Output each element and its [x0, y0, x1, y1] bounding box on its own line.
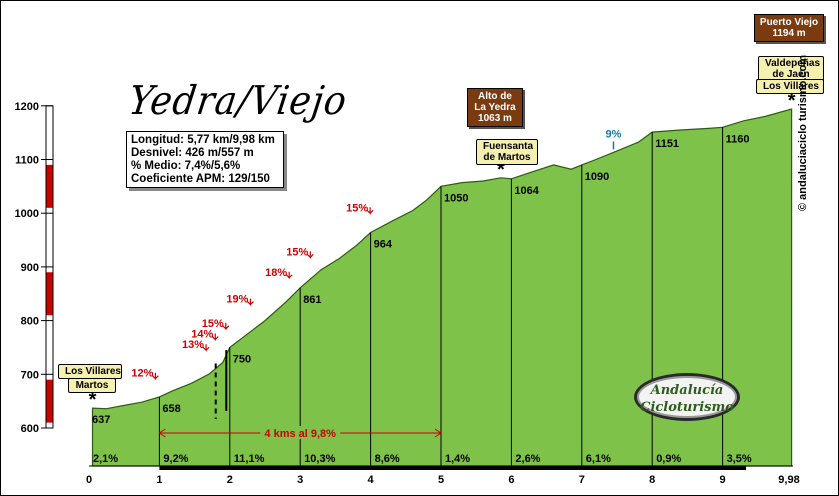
sign-fuensanta: Fuensanta de Martos — [476, 139, 538, 165]
steep-gradient-label: 15% — [346, 202, 368, 214]
info-average-gradient: % Medio: 7,4%/5,6% — [131, 160, 241, 172]
km-bracket-label-bg — [260, 426, 341, 439]
elevation-label: 1151 — [655, 138, 679, 150]
x-tick-label: 0 — [86, 474, 92, 486]
km-bracket-right-arrow — [434, 428, 442, 438]
sign-fuensanta-line2: de Martos — [483, 152, 531, 163]
steep-gradient-label: 13% — [182, 339, 204, 351]
y-tick-label: 1000 — [15, 208, 39, 220]
segment-gradient-label: 6,1% — [586, 453, 611, 465]
elevation-label: 861 — [303, 294, 321, 306]
elevation-label: 750 — [233, 353, 251, 365]
steep-gradient-label: 19% — [226, 294, 248, 306]
teal-gradient-label: 9% — [606, 128, 622, 140]
y-tick-label: 700 — [21, 369, 39, 381]
sign-martos-left: Martos — [68, 378, 116, 393]
chart-title: Yedra/Viejo — [125, 78, 350, 125]
steep-arrow — [202, 344, 210, 352]
profile-area — [91, 108, 793, 470]
logo-line1: Andalucía — [650, 383, 724, 398]
steep-arrow — [247, 298, 254, 307]
x-tick-label: 6 — [508, 474, 514, 486]
steep-arrow — [151, 372, 159, 381]
sign-valdepenas: Valdepeñas de Jaén — [758, 56, 824, 82]
summit-asterisk: * — [89, 389, 97, 411]
x-tick-label: 1 — [156, 474, 162, 486]
y-scale-red-block — [46, 272, 53, 316]
segment-gradient-label: 0,9% — [656, 453, 681, 465]
sign-alto-yedra-altitude: 1063 m — [478, 113, 512, 124]
x-tick-label: 9 — [720, 474, 726, 486]
x-tick-label: 7 — [579, 474, 585, 486]
segment-gradient-label: 11,1% — [234, 453, 265, 465]
x-tick-label: 8 — [649, 474, 655, 486]
y-scale-red-block — [46, 164, 53, 208]
elevation-label: 1160 — [726, 133, 750, 145]
x-tick-label: 4 — [368, 474, 375, 486]
elevation-label: 658 — [162, 403, 180, 415]
sign-valdepenas-line2: de Jaén — [772, 69, 810, 80]
steep-arrow — [222, 322, 230, 331]
sign-los-villares-top: Los Villares — [756, 79, 824, 94]
km-bracket-label: 4 kms al 9,8% — [264, 428, 336, 440]
sign-puerto-viejo: Puerto Viejo 1194 m — [754, 14, 824, 42]
sign-alto-yedra-line2: La Yedra — [474, 102, 516, 113]
sign-alto-yedra: Alto de La Yedra 1063 m — [467, 88, 523, 127]
elevation-label: 1064 — [514, 185, 539, 197]
km-bracket-left-arrow — [158, 428, 166, 438]
sign-fuensanta-line1: Fuensanta — [483, 141, 534, 152]
x-tick-label: 2 — [227, 474, 233, 486]
profile-fill — [91, 108, 793, 467]
steep-arrow — [211, 333, 219, 341]
y-tick-label: 900 — [21, 262, 39, 274]
segment-gradient-label: 9,2% — [163, 453, 188, 465]
y-tick-label: 1200 — [15, 101, 39, 113]
website-credit: © andaluciaciclo turismo.com — [797, 54, 809, 211]
steep-arrow — [306, 251, 314, 259]
elevation-label: 637 — [92, 414, 110, 426]
segment-gradient-label: 1,4% — [445, 453, 470, 465]
y-tick-label: 1100 — [15, 155, 39, 167]
segment-gradient-label: 10,3% — [304, 453, 335, 465]
sign-alto-yedra-line1: Alto de — [478, 91, 512, 102]
steep-arrow — [285, 271, 293, 280]
info-apm-coefficient: Coeficiente APM: 129/150 — [131, 173, 270, 185]
profile-markers: 637 658 750 861 964 1050 1064 1090 1151 1160 2,1% 9… — [89, 90, 796, 465]
segment-gradient-label: 2,6% — [515, 453, 540, 465]
segment-gradient-label: 3,5% — [727, 453, 752, 465]
steep-gradient-label: 15% — [286, 246, 308, 258]
elevation-label: 1090 — [585, 171, 609, 183]
logo-line2: Cicloturismo — [640, 400, 734, 415]
summit-asterisk: * — [788, 90, 796, 112]
info-elevation-gain: Desnivel: 426 m/557 m — [131, 147, 254, 159]
distance-bar — [159, 466, 746, 470]
steep-arrow — [366, 207, 374, 215]
y-tick-label: 600 — [21, 423, 39, 435]
elevation-label: 964 — [374, 239, 393, 251]
sign-los-villares-left: Los Villares — [58, 364, 122, 379]
y-tick-label: 800 — [21, 316, 39, 328]
x-end-label: 9,98 — [778, 474, 799, 486]
x-tick-label: 5 — [438, 474, 444, 486]
x-axis: 0 1 2 3 4 5 6 7 8 9 9,98 — [86, 465, 800, 486]
elevation-label: 1050 — [444, 192, 468, 204]
summit-asterisk: * — [497, 159, 505, 181]
route-info-box: Longitud: 5,77 km/9,98 km Desnivel: 426 … — [126, 131, 284, 188]
sign-puerto-viejo-name: Puerto Viejo — [759, 17, 819, 28]
andalucia-cicloturismo-logo: Andalucía Cicloturismo — [634, 373, 740, 421]
steep-gradient-label: 14% — [191, 329, 213, 341]
y-axis: 600 700 800 900 1000 1100 1200 — [15, 101, 54, 435]
segment-gradient-label: 2,1% — [93, 453, 118, 465]
sign-valdepenas-line1: Valdepeñas — [765, 58, 821, 69]
segment-gradient-label: 8,6% — [375, 453, 400, 465]
sign-puerto-viejo-altitude: 1194 m — [772, 28, 806, 39]
steep-gradient-label: 15% — [202, 318, 224, 330]
steep-gradient-label: 12% — [131, 368, 153, 380]
x-tick-label: 3 — [297, 474, 303, 486]
y-scale-red-block — [46, 379, 53, 423]
steep-gradient-label: 18% — [265, 267, 287, 279]
info-length: Longitud: 5,77 km/9,98 km — [131, 134, 275, 146]
